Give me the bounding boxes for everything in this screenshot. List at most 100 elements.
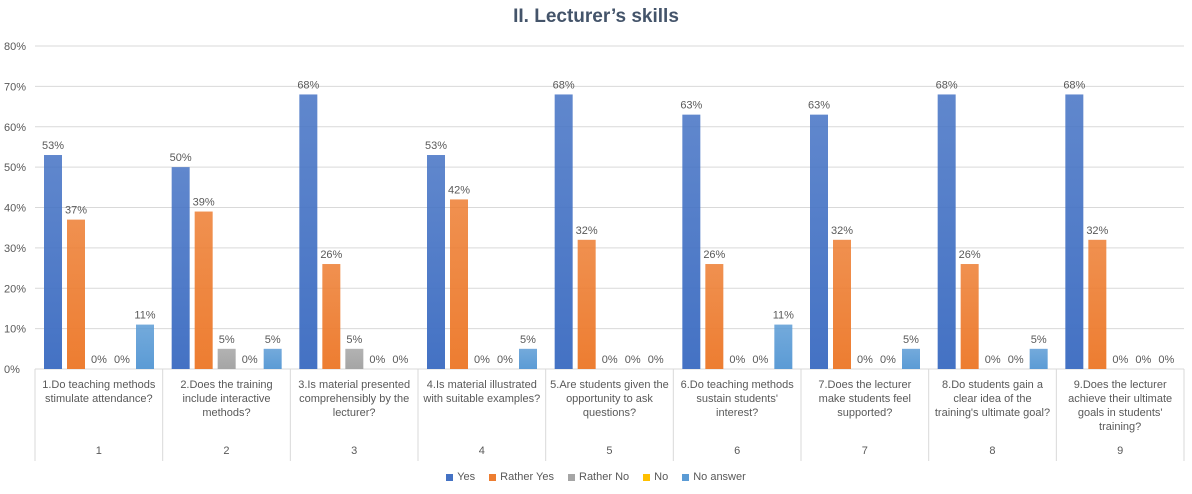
data-label: 42%	[448, 184, 470, 196]
data-label: 68%	[1063, 79, 1085, 91]
x-group-label: 8	[989, 445, 996, 457]
legend-item: No	[643, 471, 668, 483]
x-group-label: 6	[734, 445, 741, 457]
data-label: 26%	[703, 249, 725, 261]
data-label: 32%	[831, 225, 853, 237]
data-label: 0%	[602, 354, 618, 366]
bar	[902, 348, 920, 369]
x-tick-label: 1.Do teaching methods stimulate attendan…	[42, 379, 156, 405]
legend-label: Yes	[457, 471, 476, 483]
legend: Yes Rather Yes Rather No No No answer	[0, 471, 1192, 483]
bar	[217, 348, 236, 369]
legend-swatch	[489, 473, 497, 481]
bar	[1065, 94, 1084, 369]
y-tick-label: 60%	[4, 122, 26, 134]
data-label: 53%	[425, 140, 447, 152]
data-label: 0%	[625, 354, 641, 366]
bar	[705, 264, 724, 369]
bar	[1088, 239, 1107, 369]
bar	[960, 264, 979, 369]
data-label: 0%	[242, 354, 258, 366]
x-tick-label: 6.Do teaching methods sustain students' …	[680, 379, 794, 419]
x-group-label: 9	[1117, 445, 1124, 457]
data-label: 0%	[114, 354, 130, 366]
data-label: 68%	[553, 79, 575, 91]
x-tick-label: 9.Does the lecturer achieve their ultima…	[1068, 379, 1173, 433]
legend-swatch	[446, 473, 454, 481]
bar	[450, 199, 468, 369]
bar	[345, 348, 364, 369]
data-label: 0%	[880, 354, 896, 366]
legend-item: No answer	[682, 471, 746, 483]
data-label: 5%	[346, 334, 362, 346]
bar	[810, 114, 828, 369]
bar	[299, 94, 318, 369]
data-label: 26%	[320, 249, 342, 261]
bar	[194, 211, 213, 369]
data-label: 37%	[65, 205, 87, 217]
y-tick-label: 70%	[4, 81, 26, 93]
legend-label: No	[654, 471, 669, 483]
data-label: 0%	[1008, 354, 1024, 366]
legend-label: Rather Yes	[500, 471, 554, 483]
data-label: 0%	[729, 354, 745, 366]
data-label: 0%	[1135, 354, 1151, 366]
bar	[577, 239, 596, 369]
data-label: 0%	[91, 354, 107, 366]
data-label: 26%	[959, 249, 981, 261]
data-label: 5%	[903, 334, 919, 346]
legend-label: No answer	[693, 471, 746, 483]
bar	[774, 324, 793, 369]
data-label: 11%	[773, 310, 794, 322]
data-label: 0%	[752, 354, 768, 366]
y-tick-label: 40%	[4, 203, 26, 215]
x-tick-label: 3.Is material presented comprehensibly b…	[298, 379, 411, 419]
data-label: 50%	[170, 152, 192, 164]
data-label: 63%	[808, 100, 830, 112]
legend-swatch	[568, 473, 575, 481]
data-label: 5%	[219, 334, 235, 346]
data-label: 5%	[1031, 334, 1047, 346]
x-tick-label: 4.Is material illustrated with suitable …	[423, 379, 541, 405]
data-label: 0%	[1112, 354, 1128, 366]
legend-item: Rather Yes	[489, 471, 554, 483]
y-tick-label: 10%	[4, 324, 26, 336]
data-label: 0%	[392, 354, 408, 366]
x-group-label: 2	[223, 445, 230, 457]
bar	[171, 167, 190, 369]
bar	[44, 155, 62, 369]
data-label: 0%	[474, 354, 490, 366]
bar	[322, 264, 341, 369]
data-label: 5%	[265, 334, 281, 346]
data-label: 0%	[497, 354, 513, 366]
bar	[263, 348, 282, 369]
x-group-label: 5	[606, 445, 613, 457]
x-tick-label: 5.Are students given the opportunity to …	[550, 379, 669, 419]
data-label: 0%	[857, 354, 873, 366]
chart-title: II. Lecturer’s skills	[513, 6, 679, 27]
bar	[67, 219, 85, 369]
data-label: 39%	[193, 197, 215, 209]
y-tick-label: 30%	[4, 243, 26, 255]
bar	[682, 114, 701, 369]
legend-swatch	[682, 473, 690, 481]
data-label: 63%	[680, 100, 702, 112]
x-group-label: 4	[478, 445, 485, 457]
x-group-label: 1	[95, 445, 102, 457]
y-tick-label: 80%	[4, 41, 26, 53]
y-tick-label: 20%	[4, 283, 26, 295]
legend-label: Rather No	[579, 471, 630, 483]
data-label: 32%	[576, 225, 598, 237]
legend-swatch	[643, 473, 651, 481]
bar	[937, 94, 956, 369]
x-tick-label: 7.Does the lecturer make students feel s…	[818, 379, 912, 419]
legend-item: Yes	[446, 471, 475, 483]
data-label: 53%	[42, 140, 64, 152]
bar	[554, 94, 573, 369]
data-label: 0%	[985, 354, 1001, 366]
data-label: 68%	[297, 79, 319, 91]
data-label: 68%	[936, 79, 958, 91]
data-label: 11%	[134, 310, 155, 322]
